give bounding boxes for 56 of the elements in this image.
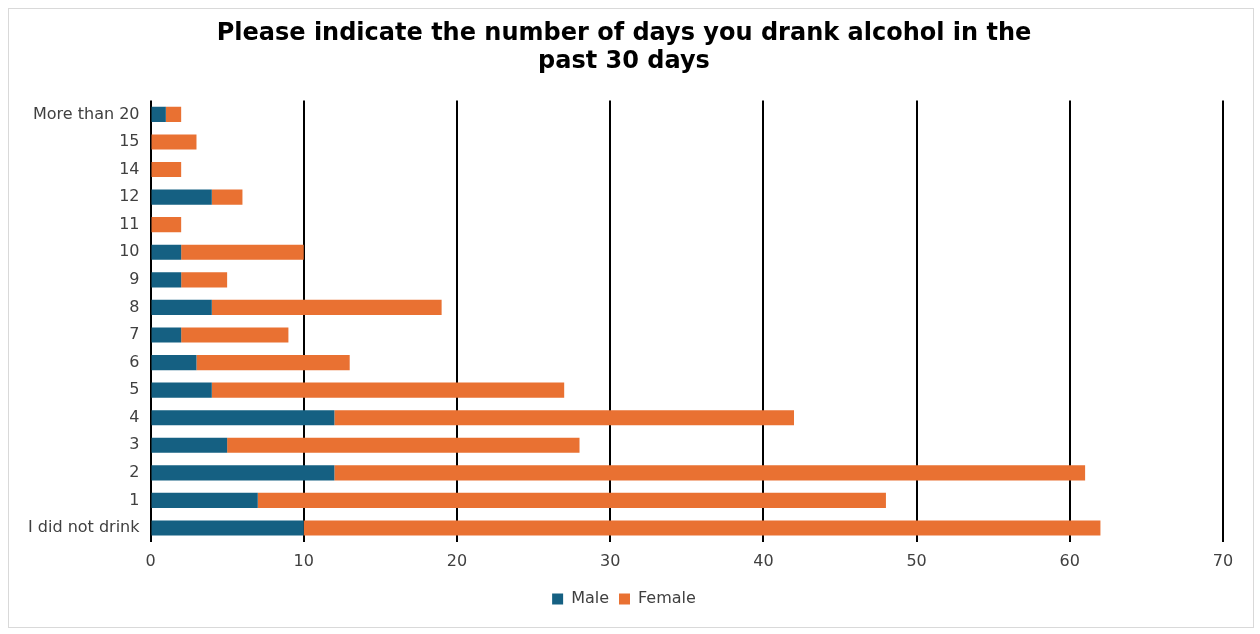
x-tick-label: 20: [446, 550, 468, 570]
bar: [151, 189, 212, 205]
bar: [151, 134, 197, 150]
bar: [151, 299, 212, 315]
bar: [181, 327, 289, 343]
bar: [151, 492, 258, 509]
y-tick-label: 9: [129, 268, 140, 288]
bar: [165, 106, 182, 122]
bar: [211, 299, 442, 315]
bar: [227, 437, 580, 453]
y-tick-label: 6: [129, 351, 140, 371]
bar: [196, 354, 350, 371]
bar: [151, 272, 182, 288]
bar: [151, 244, 182, 260]
bar: [257, 492, 886, 509]
bar: [151, 327, 182, 343]
bar: [181, 244, 304, 260]
bar: [181, 272, 228, 288]
bar: [151, 382, 212, 398]
legend-label: Female: [638, 588, 696, 608]
bar: [211, 382, 565, 398]
y-tick-label: 10: [119, 241, 140, 261]
bar: [151, 217, 182, 233]
x-tick-label: 0: [145, 550, 156, 570]
bar: [211, 189, 243, 205]
bar: [151, 410, 335, 426]
bar: [151, 437, 228, 453]
bar: [334, 465, 1086, 481]
bar: [334, 410, 795, 426]
y-tick-label: 14: [119, 158, 140, 178]
y-tick-label: 8: [129, 296, 140, 316]
x-tick-label: 40: [753, 550, 774, 570]
x-tick-label: 30: [599, 550, 621, 570]
x-tick-label: 60: [1059, 550, 1080, 570]
bar: [151, 354, 197, 371]
y-tick-label: 1: [129, 489, 140, 509]
bar: [151, 465, 335, 481]
y-tick-label: 15: [119, 131, 140, 151]
y-tick-label: I did not drink: [27, 517, 141, 537]
bar: [303, 520, 1101, 536]
x-tick-label: 10: [293, 550, 314, 570]
legend-label: Male: [571, 588, 610, 608]
x-tick-label: 70: [1212, 550, 1234, 570]
bar: [151, 161, 182, 178]
x-tick-label: 50: [906, 550, 927, 570]
bar: [151, 106, 166, 122]
y-tick-label: 11: [119, 213, 140, 233]
chart-title: Please indicate the number of days you drank alcohol in the past 30 days: [216, 17, 1032, 75]
y-tick-label: 4: [129, 406, 140, 426]
y-tick-label: 7: [129, 324, 140, 344]
y-tick-label: 2: [129, 462, 140, 482]
bar: [151, 520, 304, 536]
y-tick-label: 12: [119, 186, 140, 206]
y-tick-label: 3: [129, 434, 140, 454]
y-tick-label: More than 20: [32, 103, 140, 123]
y-tick-label: 5: [129, 379, 140, 399]
